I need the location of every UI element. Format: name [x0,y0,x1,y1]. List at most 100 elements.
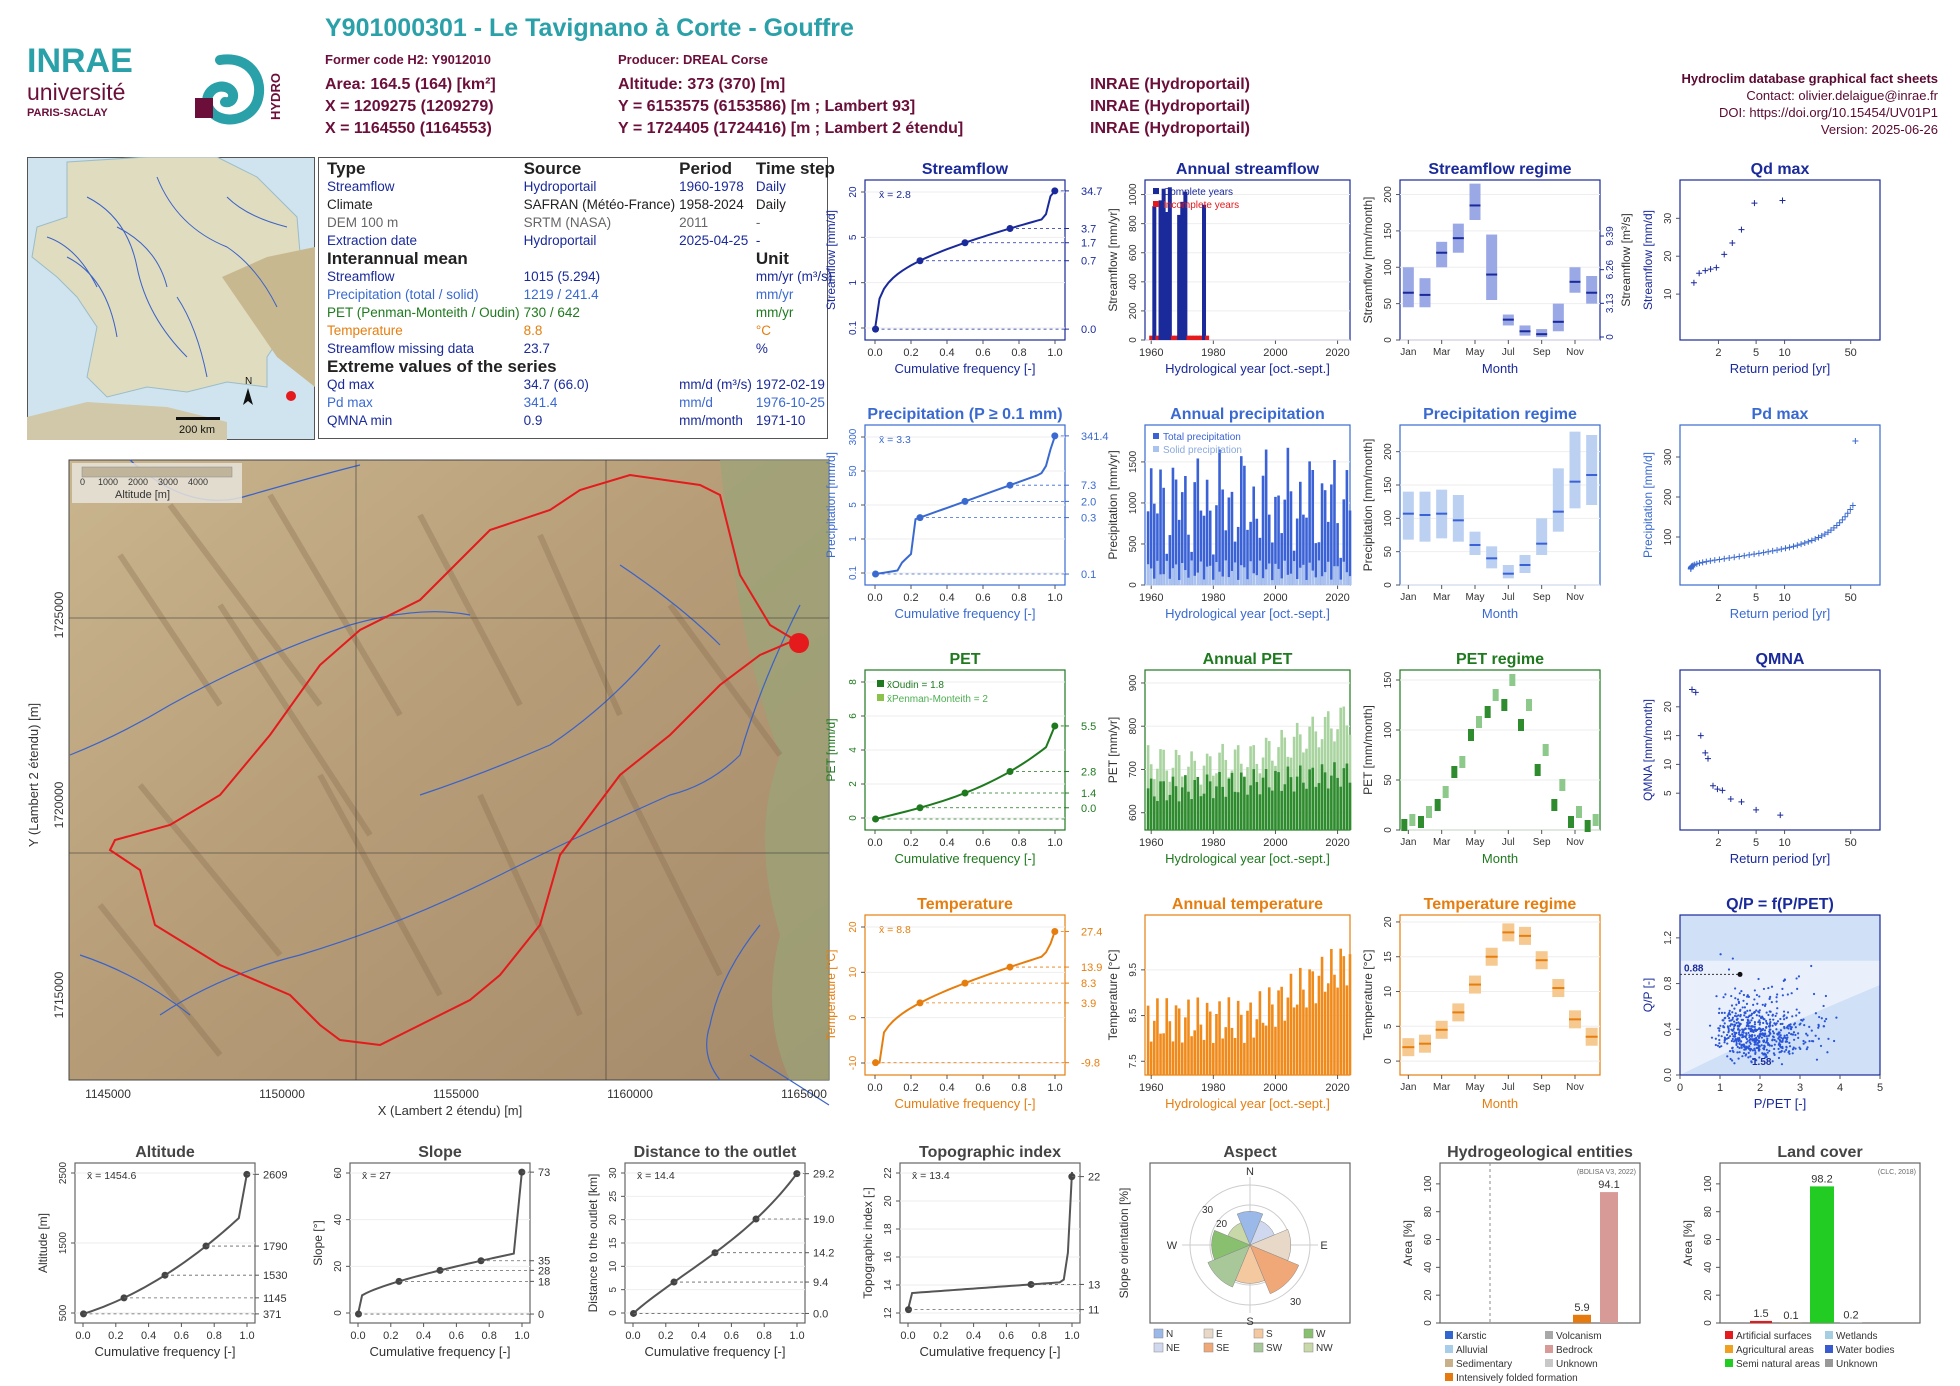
month-tick: May [1466,837,1485,848]
mean-label: x̄ = 3.3 [879,434,911,446]
qp-point [1792,1031,1796,1034]
bar-solid [1168,578,1172,585]
x-tick: 0.6 [999,1330,1014,1342]
qp-point [1775,1040,1778,1043]
bar [1171,467,1175,585]
qp-point [1723,1038,1727,1041]
bar-oudin [1283,784,1287,830]
bar-solid [1348,576,1352,585]
bar [1336,987,1339,1075]
x-axis-label: Cumulative frequency [-] [920,1344,1061,1359]
y-tick: 8.5 [1128,1008,1139,1022]
x-tick: 2 [1715,592,1721,604]
bar [1323,991,1327,1075]
relief-shading [97,493,783,1057]
bar [1205,335,1210,340]
x-axis-label: Month [1482,1096,1518,1111]
bar-solid [1345,572,1349,585]
return-point [1778,546,1785,553]
x-tick: 1960 [1139,347,1163,359]
y-tick: 2 [848,781,859,787]
bar-oudin [1317,783,1321,830]
right-value-label: 0.0 [813,1308,828,1320]
right-value-label: 0 [538,1309,544,1321]
bar-oudin [1221,786,1224,830]
x-tick: 0.4 [416,1330,431,1342]
x-lambert93: X = 1209275 (1209279) [325,98,494,115]
bar [1295,1004,1299,1075]
bar [1170,335,1175,340]
qp-point [1742,1035,1745,1039]
x-tick: 1960 [1139,1082,1163,1094]
bar-solid [1227,577,1231,585]
bar-oudin [1286,766,1290,830]
bar [1199,1024,1203,1075]
interannual-mean-header: Interannual mean [327,249,468,268]
regime-box [1486,234,1498,300]
x-tick: 0.6 [449,1330,464,1342]
bar [1165,998,1169,1075]
qp-point [1781,1037,1785,1040]
bar [1317,975,1321,1075]
return-point [1779,197,1786,204]
mean-row: Streamflow missing data 23.7% [327,341,768,356]
qp-point [1755,1009,1758,1012]
qp-point [1776,1007,1779,1010]
axis-label: PET [mm/yr] [1106,717,1120,783]
bar-solid [1224,560,1228,585]
bar [1202,515,1206,585]
bar-solid [1233,562,1237,585]
qp-point [1735,1043,1738,1047]
bar [1183,191,1188,340]
ring-label: 30 [1290,1297,1302,1308]
bar [1164,212,1169,340]
return-point [1818,532,1825,539]
contact[interactable]: Contact: olivier.delaigue@inrae.fr [1746,88,1938,103]
bar [1261,475,1265,585]
x-tick: 0.8 [1032,1330,1047,1342]
bar-solid [1153,578,1156,585]
bar-oudin [1333,762,1336,830]
bar [1224,530,1228,585]
bar-value-label: 0.2 [1843,1310,1858,1322]
regime-box [1469,531,1481,555]
qp-point [1753,1023,1757,1026]
bar [1283,499,1287,585]
bar-solid [1264,569,1268,585]
y-tick: 5 [848,502,859,508]
qp-point [1774,1014,1777,1018]
qp-point [1778,1038,1781,1041]
qp-point [1746,1040,1749,1043]
qp-point [1765,1026,1768,1029]
rose-sector [1227,1222,1251,1246]
qp-point [1723,1041,1726,1044]
bar [1189,335,1194,340]
qp-point [1744,1048,1747,1051]
ring-label: 20 [1216,1219,1228,1230]
x-tick: 0.0 [867,1082,882,1094]
panel-title: Distance to the outlet [634,1144,797,1161]
x-tick: 0.6 [174,1330,189,1342]
qp-point [1763,1018,1766,1021]
y-tick: 0 [1383,1058,1394,1064]
y-tick: 1000 [1128,183,1139,206]
qp-point [1749,1038,1752,1041]
doi[interactable]: DOI: https://doi.org/10.15454/UV01P1 [1719,105,1938,120]
bar [1190,1036,1193,1075]
qp-point [1764,1032,1767,1035]
bar [1336,523,1339,585]
inrae-logo: INRAE [27,42,133,80]
axis-label: Streamflow [mm/month] [1361,197,1375,324]
bar-oudin [1193,779,1196,830]
bar-oudin [1159,781,1162,830]
axis-label: Temperature [°C] [824,950,838,1041]
bar [1292,1007,1296,1075]
qp-point [1790,992,1793,995]
catchment-location-marker [286,391,296,401]
qp-point [1794,1026,1797,1029]
legend-swatch [1153,1342,1164,1353]
bar-oudin [1339,786,1342,830]
bar [1230,1027,1234,1075]
bar [1196,997,1200,1075]
x-tick: 0.4 [939,837,954,849]
